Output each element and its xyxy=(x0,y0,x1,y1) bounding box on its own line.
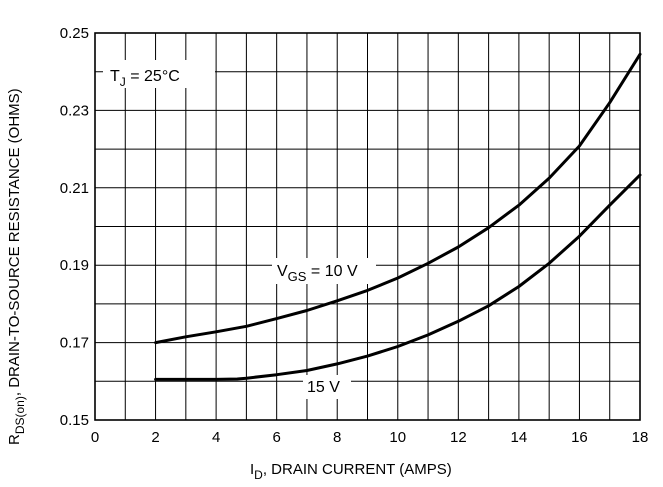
x-tick-label: 8 xyxy=(333,429,341,446)
vgs10-annotation-bg xyxy=(272,258,376,284)
tick-labels: 0 2 4 6 8 10 12 14 16 18 0.15 0.17 0.19 0.21 0.23 0.25 xyxy=(60,25,649,446)
y-axis-label: RDS(on), DRAIN-TO-SOURCE RESISTANCE (OHM… xyxy=(6,88,27,445)
series-group xyxy=(154,52,642,381)
x-tick-label: 16 xyxy=(571,429,588,446)
x-tick-label: 14 xyxy=(511,429,528,446)
temp-annotation-bg xyxy=(103,60,215,88)
y-tick-label: 0.23 xyxy=(60,102,89,119)
plot-frame xyxy=(94,32,641,421)
x-tick-label: 18 xyxy=(632,429,649,446)
vgs15-annotation: 15 V xyxy=(307,379,340,396)
grid xyxy=(94,32,641,421)
series-line-vgs-15v xyxy=(154,173,642,381)
y-tick-label: 0.17 xyxy=(60,335,89,352)
y-tick-label: 0.21 xyxy=(60,180,89,197)
temp-annotation: TJ = 25°C xyxy=(110,68,180,89)
x-tick-label: 10 xyxy=(389,429,406,446)
y-tick-label: 0.15 xyxy=(60,412,89,429)
x-tick-label: 12 xyxy=(450,429,467,446)
vgs10-annotation: VGS = 10 V xyxy=(277,263,358,284)
x-tick-label: 6 xyxy=(272,429,280,446)
x-tick-label: 0 xyxy=(91,429,99,446)
y-tick-label: 0.25 xyxy=(60,25,89,42)
vgs15-annotation-bg xyxy=(303,375,351,399)
x-tick-label: 2 xyxy=(151,429,159,446)
series-line-vgs-10v xyxy=(154,52,642,345)
x-tick-label: 4 xyxy=(212,429,220,446)
x-axis-label: ID, DRAIN CURRENT (AMPS) xyxy=(250,461,452,482)
y-tick-label: 0.19 xyxy=(60,257,89,274)
